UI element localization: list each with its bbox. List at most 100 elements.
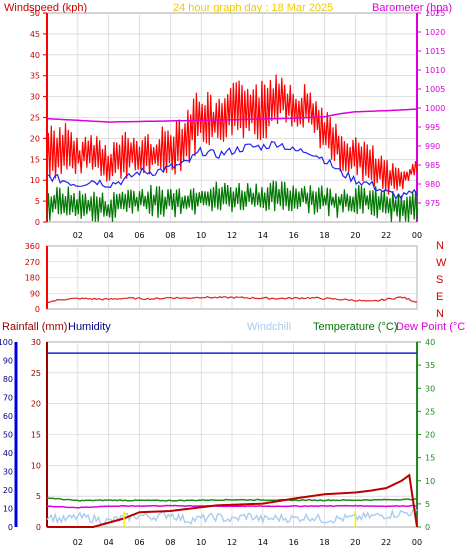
compass-e: E [436,291,443,303]
rain-y-tick-label: 20 [31,400,41,409]
wind-y-tick-label: 0 [35,218,40,227]
wind-x-tick-label: 12 [227,231,237,240]
dewpoint-label: Dew Point (°C) [396,321,466,333]
baro-y-tick-label: 1020 [425,28,445,37]
chart-layer: 0510152025303540455097598098599099510001… [0,9,445,547]
wind-x-tick-label: 10 [196,231,206,240]
direction-y-tick-label: 270 [25,258,40,267]
humidity-y-tick-label: 40 [3,449,13,458]
dewpoint-series [46,504,418,509]
baro-y-tick-label: 1005 [425,85,445,94]
direction-y-tick-label: 0 [35,305,40,314]
rainfall-label: Rainfall (mm) [2,321,67,333]
rain-y-tick-label: 5 [36,492,41,501]
lower-x-tick-label: 22 [381,538,391,547]
wind-y-tick-label: 40 [30,51,40,60]
compass-n-bottom: N [436,308,444,320]
humidity-y-tick-label: 0 [8,523,13,532]
wind-y-tick-label: 5 [35,197,40,206]
wind-y-tick-label: 10 [30,176,40,185]
rain-y-tick-label: 25 [31,369,41,378]
lower-x-tick-label: 02 [73,538,83,547]
direction-y-tick-label: 360 [25,242,40,251]
humidity-label: Humidity [68,321,111,333]
lower-x-tick-label: 16 [289,538,299,547]
lower-x-tick-label: 04 [104,538,114,547]
temperature-series [46,497,418,502]
wind-y-tick-label: 15 [30,155,40,164]
wind-y-tick-label: 25 [30,114,40,123]
lower-x-tick-label: 06 [134,538,144,547]
rainfall-series [47,473,418,528]
lower-x-tick-label: 08 [165,538,175,547]
temp-y-tick-label: 15 [425,454,435,463]
compass-n-top: N [436,240,444,252]
direction-y-tick-label: 90 [30,289,40,298]
wind-y-tick-label: 50 [30,9,40,18]
humidity-y-tick-label: 70 [3,394,13,403]
rain-y-tick-label: 0 [36,523,41,532]
wind-x-tick-label: 06 [134,231,144,240]
wind-y-tick-label: 45 [30,30,40,39]
temp-y-tick-label: 30 [425,384,435,393]
baro-y-tick-label: 980 [425,180,440,189]
baro-y-tick-label: 985 [425,161,440,170]
temp-y-tick-label: 25 [425,407,435,416]
windchill-label: Windchill [247,321,291,333]
wind-direction-series [46,295,417,304]
wind-y-tick-label: 30 [30,93,40,102]
lower-x-tick-label: 12 [227,538,237,547]
windspeed-series [46,74,418,195]
wind-x-tick-label: 18 [319,231,329,240]
baro-y-tick-label: 975 [425,199,440,208]
wind-y-tick-label: 20 [30,134,40,143]
lower-x-tick-label: 14 [258,538,268,547]
humidity-y-tick-label: 90 [3,357,13,366]
temperature-label: Temperature (°C) [313,321,397,333]
baro-y-tick-label: 990 [425,142,440,151]
lower-x-tick-label: 00 [412,538,422,547]
humidity-y-tick-label: 30 [3,468,13,477]
direction-y-tick-label: 180 [25,274,40,283]
humidity-y-tick-label: 50 [3,431,13,440]
wind-x-tick-label: 14 [258,231,268,240]
wind-x-tick-label: 04 [104,231,114,240]
wind-x-tick-label: 08 [165,231,175,240]
rain-y-tick-label: 10 [31,461,41,470]
rain-y-tick-label: 30 [31,338,41,347]
chart-title: 24 hour graph day : 18 Mar 2025 [173,2,333,14]
humidity-y-tick-label: 60 [3,412,13,421]
wind-average-series [46,141,418,201]
temp-y-tick-label: 5 [425,500,430,509]
temp-y-tick-label: 10 [425,477,435,486]
compass-w: W [436,257,447,269]
lower-x-tick-label: 20 [350,538,360,547]
humidity-y-tick-label: 10 [3,505,13,514]
lower-x-tick-label: 18 [319,538,329,547]
temp-y-tick-label: 20 [425,431,435,440]
wind-y-tick-label: 35 [30,72,40,81]
wind-low-series [46,180,418,223]
wind-x-tick-label: 20 [350,231,360,240]
temp-y-tick-label: 35 [425,361,435,370]
barometer-series [46,108,418,123]
baro-y-tick-label: 1025 [425,9,445,18]
lower-x-tick-label: 10 [196,538,206,547]
wind-x-tick-label: 02 [73,231,83,240]
baro-y-tick-label: 1000 [425,104,445,113]
temp-y-tick-label: 40 [425,338,435,347]
wind-x-tick-label: 22 [381,231,391,240]
compass-s: S [436,274,443,286]
windspeed-label: Windspeed (kph) [4,2,87,14]
wind-x-tick-label: 00 [412,231,422,240]
baro-y-tick-label: 1015 [425,47,445,56]
wind-x-tick-label: 16 [289,231,299,240]
temp-y-tick-label: 0 [425,523,430,532]
humidity-y-tick-label: 80 [3,375,13,384]
baro-y-tick-label: 995 [425,123,440,132]
humidity-y-tick-label: 20 [3,486,13,495]
humidity-y-tick-label: 100 [0,338,13,347]
rain-y-tick-label: 15 [31,431,41,440]
